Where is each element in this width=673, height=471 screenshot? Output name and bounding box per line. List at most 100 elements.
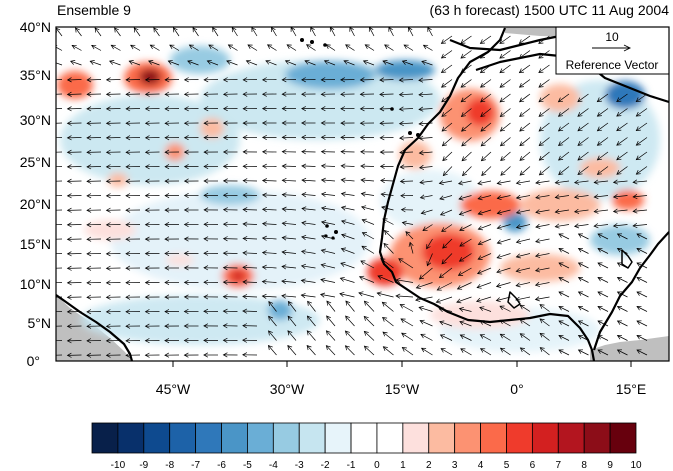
wind-vector [535, 194, 550, 200]
wind-vector [340, 134, 355, 140]
wind-vector [203, 178, 218, 184]
wind-vector [149, 44, 160, 51]
wind-vector [499, 50, 511, 59]
wind-vector [105, 120, 121, 126]
wind-vector [66, 77, 82, 83]
wind-vector [515, 194, 531, 200]
wind-vector [597, 305, 609, 312]
wind-vector [382, 316, 394, 327]
wind-vector [183, 221, 199, 228]
wind-vector [439, 209, 453, 216]
wind-vector [86, 149, 102, 155]
wind-vector [597, 320, 609, 327]
wind-vector [496, 238, 511, 245]
wind-vector [496, 267, 511, 274]
wind-vector [573, 208, 589, 214]
blue-core [605, 81, 645, 109]
wind-vector [476, 296, 492, 303]
wind-vector [287, 344, 297, 356]
wind-vector [418, 306, 433, 312]
wind-vector [382, 60, 394, 66]
wind-vector [499, 347, 511, 356]
wind-vector [144, 294, 160, 300]
wind-vector [461, 122, 472, 132]
latitude-axis: 40°N 35°N 30°N 25°N 20°N 15°N 10°N 5°N 0… [20, 19, 51, 369]
wind-vector [558, 334, 570, 341]
wind-vector [306, 330, 316, 341]
colorbar-tick-label: -5 [243, 460, 252, 471]
wind-vector [558, 166, 570, 176]
wind-vector [125, 309, 141, 315]
islands [300, 38, 420, 240]
wind-vector [535, 223, 550, 229]
red-core [231, 270, 245, 282]
wind-vector [616, 320, 628, 327]
wind-vector [577, 247, 589, 254]
wind-vector [379, 135, 394, 141]
wind-vector [636, 305, 648, 312]
wind-vector [339, 291, 355, 298]
wind-vector [403, 44, 414, 51]
wind-vector [596, 122, 609, 132]
wind-vector [320, 191, 336, 197]
wind-vector [268, 301, 277, 312]
wind-vector [148, 60, 160, 66]
blue-area [60, 95, 240, 185]
wind-vector [281, 278, 297, 284]
wind-vector [340, 247, 355, 254]
wind-vector [518, 35, 531, 44]
wind-vector [125, 164, 141, 170]
wind-vector [183, 294, 199, 300]
wind-vector [261, 293, 277, 299]
wind-vector [301, 134, 316, 140]
wind-vector [281, 206, 297, 212]
wind-vector [538, 64, 550, 74]
wind-vector [301, 120, 316, 126]
wind-vector [538, 137, 550, 147]
cape-verde-island [331, 236, 335, 240]
wind-vector [441, 253, 453, 265]
colorbar-swatch [376, 422, 404, 454]
wind-vector [480, 122, 492, 132]
africa-west-coastline [378, 27, 596, 361]
wind-vector [164, 236, 180, 242]
wind-vector [340, 106, 355, 112]
wind-vector [480, 151, 492, 162]
wind-vector [441, 224, 453, 232]
wind-vector [616, 122, 628, 132]
wind-vector [480, 108, 492, 117]
wind-vector [242, 178, 258, 184]
wind-vector [66, 106, 82, 112]
wind-vector [320, 106, 336, 112]
wind-vector [616, 276, 628, 283]
wind-vector [125, 91, 141, 97]
wind-vector [458, 209, 472, 216]
wind-vector [301, 163, 316, 169]
wind-vector [577, 291, 589, 298]
blue-area [380, 170, 480, 230]
wind-vector [398, 121, 414, 127]
wind-vector [261, 134, 277, 141]
wind-vector [593, 223, 609, 229]
wind-vector [261, 264, 277, 270]
wind-vector [222, 106, 238, 112]
wind-vector [597, 276, 609, 283]
colorbar-swatch [454, 422, 481, 454]
wind-vector [377, 275, 394, 283]
wind-vector [399, 164, 414, 170]
wind-vector [56, 253, 63, 255]
wind-vector [86, 338, 102, 344]
wind-vector [56, 180, 63, 182]
wind-vector [86, 77, 102, 83]
wind-vector [183, 279, 199, 286]
wind-vector [636, 276, 648, 283]
wind-vector [534, 267, 550, 273]
wind-vector [554, 223, 570, 229]
wind-vector [242, 192, 258, 198]
wind-vector [477, 195, 492, 201]
wind-vector [358, 275, 375, 283]
wind-vector [125, 280, 141, 286]
canary-island [416, 133, 420, 137]
colorbar-swatch [143, 422, 171, 454]
wind-vector [495, 282, 511, 288]
